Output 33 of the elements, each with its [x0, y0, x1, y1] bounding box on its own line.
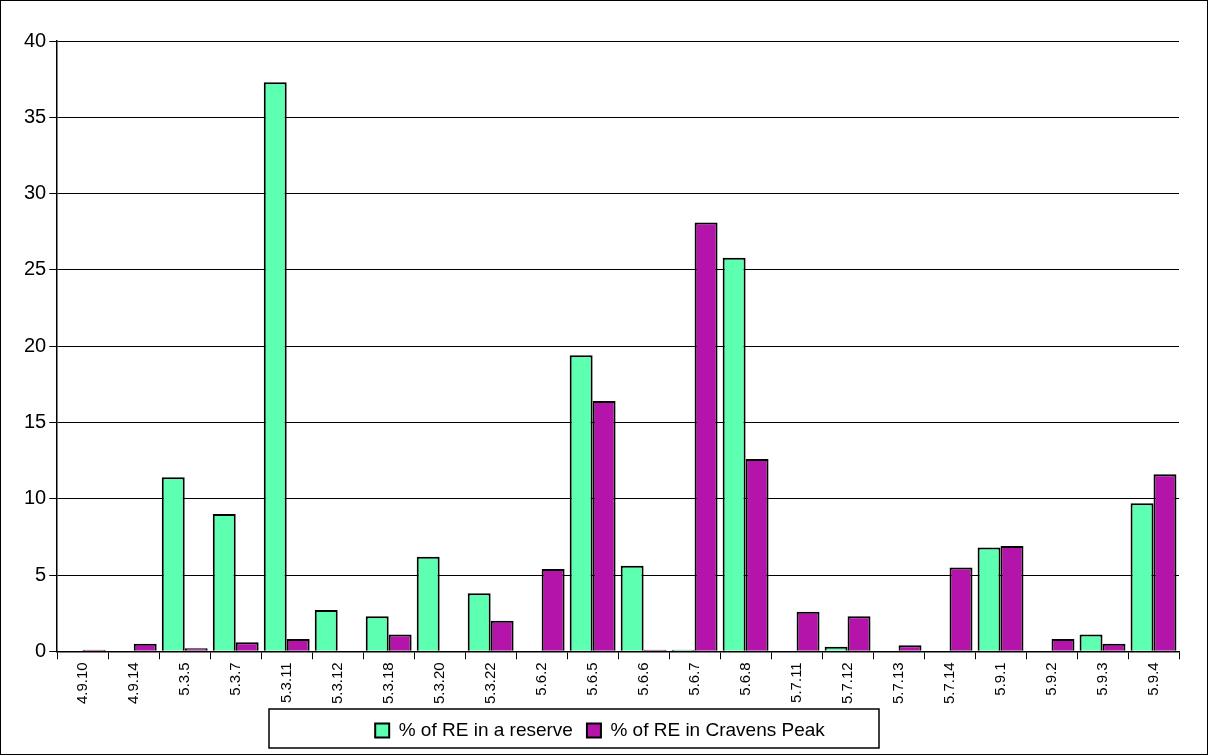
x-tick-label: 5.3.18	[378, 662, 396, 705]
x-tick-label: 5.9.3	[1092, 662, 1110, 696]
x-tick-label: 5.3.11	[276, 662, 294, 703]
x-tick-label: 5.7.13	[888, 662, 906, 705]
x-tick-label: 5.7.12	[837, 662, 855, 705]
y-tick-label: 25	[24, 257, 47, 280]
y-tick-label: 5	[35, 562, 47, 585]
x-tick-label: 4.9.10	[72, 662, 90, 705]
x-tick-label: 5.3.22	[480, 662, 498, 705]
x-tick-label: 5.6.8	[735, 662, 753, 696]
x-tick-label: 5.3.12	[327, 662, 345, 705]
legend-label: % of RE in Cravens Peak	[610, 718, 826, 740]
y-tick-label: 10	[24, 486, 47, 509]
y-tick-label: 20	[24, 333, 47, 356]
y-tick-label: 15	[24, 409, 47, 432]
x-tick-label: 5.3.5	[174, 662, 192, 696]
y-tick-label: 35	[24, 104, 47, 127]
x-tick-label: 5.7.11	[786, 662, 804, 703]
x-tick-label: 5.6.7	[684, 662, 702, 696]
x-tick-label: 4.9.14	[123, 662, 141, 705]
x-tick-label: 5.6.2	[531, 662, 549, 696]
x-tick-label: 5.7.14	[939, 662, 957, 705]
x-tick-label: 5.9.4	[1143, 662, 1161, 696]
x-tick-label: 5.9.1	[990, 662, 1008, 696]
y-tick-label: 40	[24, 28, 47, 51]
x-tick-label: 5.3.20	[429, 662, 447, 705]
x-tick-label: 5.6.5	[582, 662, 600, 696]
x-tick-label: 5.9.2	[1041, 662, 1059, 696]
y-tick-label: 30	[24, 181, 47, 204]
x-tick-label: 5.3.7	[225, 662, 243, 696]
x-tick-label: 5.6.6	[633, 662, 651, 696]
y-tick-label: 0	[35, 638, 47, 661]
legend-label: % of RE in a reserve	[398, 718, 573, 740]
